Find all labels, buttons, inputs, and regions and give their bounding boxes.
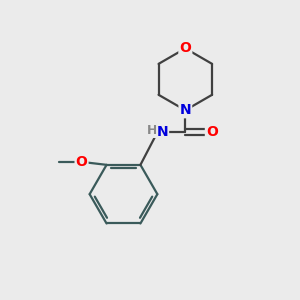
Text: N: N [179,103,191,117]
Text: O: O [179,41,191,56]
Text: O: O [76,155,88,169]
Text: H: H [147,124,157,137]
Text: O: O [206,125,218,139]
Text: N: N [157,125,169,139]
